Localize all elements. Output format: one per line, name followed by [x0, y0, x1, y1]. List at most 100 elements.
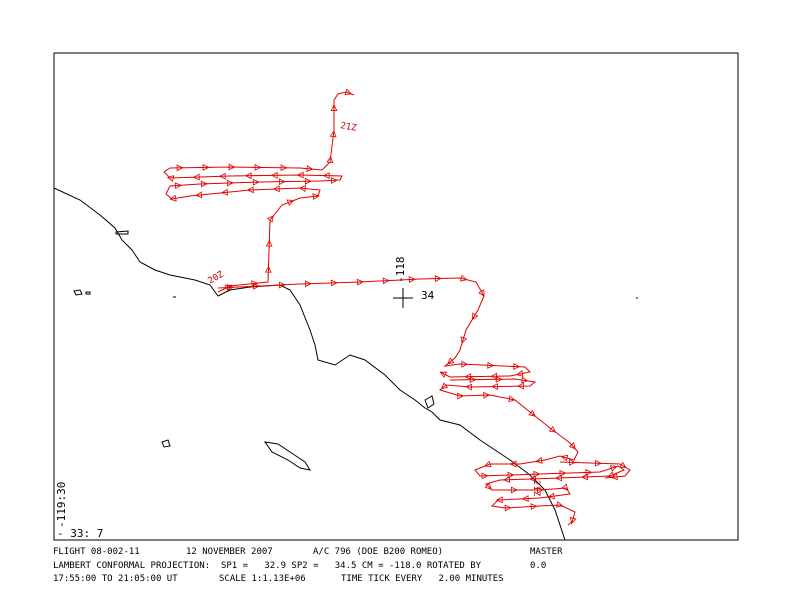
time-tick [478, 289, 485, 297]
time-tick [484, 482, 492, 490]
lat-corner-label: - 33: 7 [57, 527, 103, 540]
footer-text: FLIGHT 08-002-11 [53, 547, 140, 557]
footer-text: A/C 796 (DOE B200 ROMEO) [313, 547, 443, 557]
time-tick [192, 173, 200, 181]
time-tick [490, 372, 498, 380]
time-tick [298, 185, 306, 192]
time-tick [265, 239, 273, 247]
footer-text: 17:55:00 TO 21:05:00 UT [53, 574, 178, 584]
time-tick [440, 382, 449, 390]
time-tick [483, 391, 491, 399]
time-tick [278, 281, 286, 289]
time-tick [166, 175, 175, 182]
lon-corner-label: -119:30 [55, 482, 68, 528]
time-tick [569, 516, 577, 525]
time-tick [286, 199, 295, 206]
time-tick [306, 165, 314, 173]
time-tick [329, 130, 337, 138]
time-tick [457, 392, 465, 400]
footer: FLIGHT 08-002-11 12 NOVEMBER 2007 A/C 79… [53, 547, 563, 584]
time-tick [254, 163, 262, 171]
time-tick [516, 370, 524, 377]
flight-track [163, 91, 631, 526]
time-tick [228, 163, 236, 171]
footer-text: SCALE 1:1.13E+06 [219, 574, 306, 584]
time-tick [246, 186, 254, 194]
time-tick [568, 458, 576, 466]
time-tick [266, 215, 274, 223]
time-tick [521, 376, 529, 384]
time-tick [561, 483, 569, 491]
footer-text: MASTER [530, 547, 563, 557]
time-tick [252, 282, 260, 290]
time-tick [280, 164, 288, 172]
time-tick [244, 172, 252, 180]
lon-label: -118 [394, 257, 407, 284]
time-tick [460, 274, 468, 282]
time-tick [547, 492, 555, 500]
time-tick [609, 465, 618, 472]
time-tick [495, 496, 503, 504]
time-tick [326, 155, 334, 164]
footer-text: TIME TICK EVERY 2.00 MINUTES [341, 574, 504, 584]
time-tick [471, 312, 479, 321]
time-tick [511, 486, 518, 494]
time-tick [469, 376, 477, 384]
time-tick [503, 476, 511, 484]
time-tick [548, 425, 557, 433]
time-tick [330, 104, 338, 111]
time-tick [487, 361, 495, 369]
time-tick [221, 188, 229, 196]
time-tick [465, 383, 473, 391]
time-tick [322, 172, 330, 180]
time-tick [226, 179, 234, 187]
map-frame [53, 52, 739, 541]
time-tick [408, 276, 416, 284]
time-tick [530, 503, 538, 510]
time-tick [169, 194, 177, 202]
time-tick [481, 472, 489, 480]
time-tick [461, 360, 469, 368]
time-tick [559, 469, 567, 477]
coastline [53, 187, 638, 541]
time-tick [513, 363, 521, 370]
time-tick [491, 383, 498, 390]
time-tick [202, 164, 210, 171]
time-tick [495, 375, 503, 383]
time-tick [594, 459, 602, 467]
time-tick [504, 504, 512, 512]
time-tick [528, 409, 536, 417]
time-tick [330, 279, 338, 287]
time-tick [344, 88, 352, 96]
time-tick [555, 500, 564, 508]
time-tick [304, 280, 312, 288]
time-tick [312, 193, 320, 201]
time-tick [508, 395, 516, 403]
time-tick [278, 178, 286, 186]
time-tick [226, 284, 234, 292]
footer-text: 12 NOVEMBER 2007 [186, 547, 273, 557]
time-tick [195, 191, 203, 199]
time-tick [509, 460, 517, 468]
time-tick [484, 460, 492, 468]
time-tick [607, 471, 615, 478]
time-tick [619, 461, 627, 469]
time-tick [434, 275, 442, 283]
time-tick [439, 371, 448, 378]
time-tick [517, 382, 524, 390]
time-tick [200, 180, 208, 188]
time-tick [460, 336, 468, 344]
time-tick [581, 473, 589, 481]
time-tick [507, 471, 515, 479]
time-tick [174, 182, 182, 190]
time-tick [304, 177, 312, 185]
time-tick [218, 172, 226, 180]
time-label: 20Z [207, 270, 227, 287]
time-tick [252, 178, 260, 186]
time-tick [176, 164, 184, 172]
time-label: 21Z [339, 121, 357, 134]
time-tick [447, 357, 455, 365]
footer-text: LAMBERT CONFORMAL PROJECTION: SP1 = 32.9… [53, 561, 482, 571]
grid-cross [393, 288, 413, 308]
